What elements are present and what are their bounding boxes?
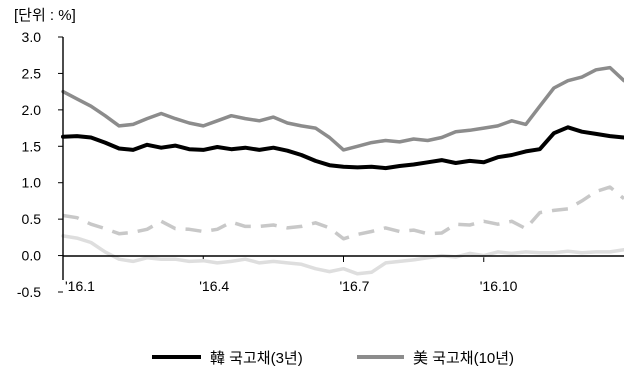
x-tick-label: '16.7 [340,278,370,294]
y-tick-label: 1.5 [22,138,42,154]
y-tick-label: 0.5 [22,211,42,227]
series-line-3 [61,234,624,276]
legend-label: 韓 국고채(3년) [210,350,303,367]
y-tick-label: 3.0 [22,29,42,45]
x-tick-label: '16.4 [199,278,229,294]
unit-label: [단위 : %] [14,7,76,24]
legend: 韓 국고채(3년) 美 국고채(10년) [152,350,514,367]
x-tick-label: '16.1 [65,278,95,294]
y-tick-label: -0.5 [17,284,41,300]
y-tick-label: 2.5 [22,65,42,81]
y-tick-label: 1.0 [22,175,42,191]
x-tick-label: '16.10 [480,278,518,294]
y-tick-label: 2.0 [22,102,42,118]
series-line-2 [62,185,624,241]
y-tick-label: 0.0 [22,248,42,264]
series-lines [61,65,624,276]
series-line-0 [61,125,624,171]
series-line-1 [61,65,624,152]
x-axis-ticks: '16.1 '16.4 '16.7 '16.10 [62,256,518,294]
y-axis-ticks: 3.0 2.5 2.0 1.5 1.0 0.5 0.0 -0.5 [17,29,63,300]
legend-label: 美 국고채(10년) [413,350,514,367]
